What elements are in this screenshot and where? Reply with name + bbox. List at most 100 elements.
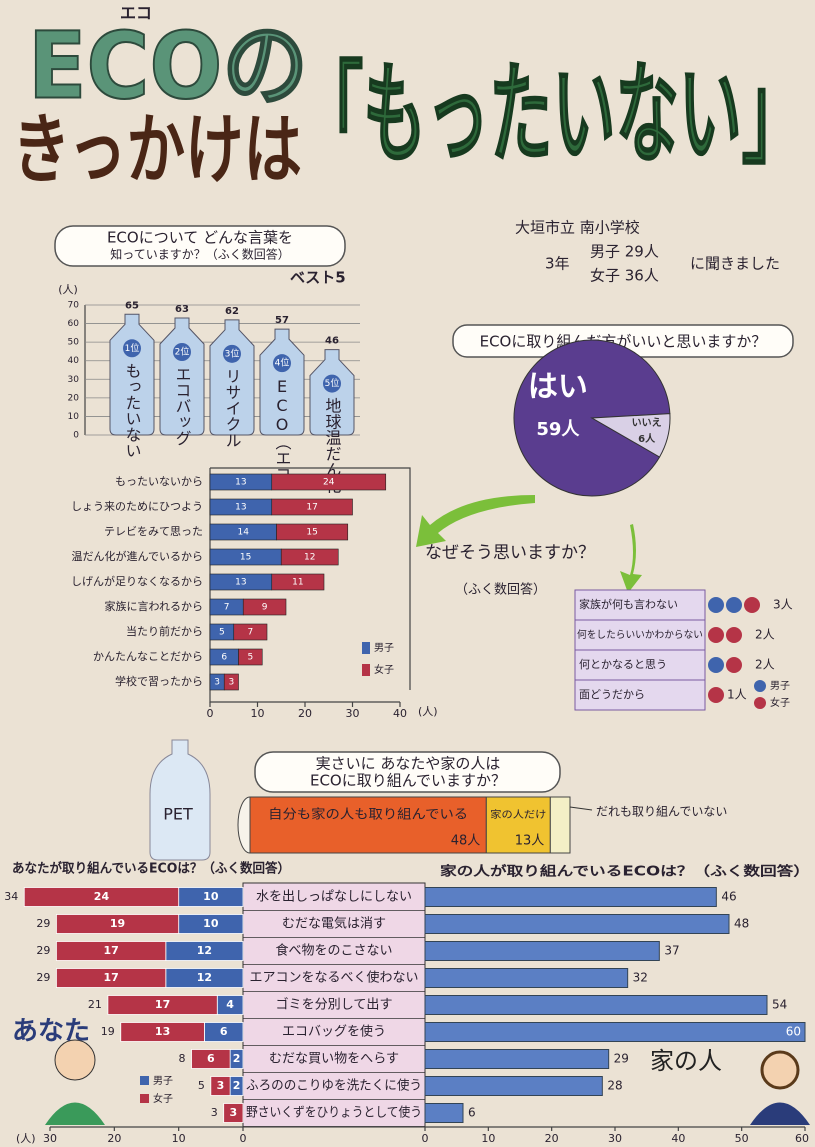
value-label: 17 xyxy=(155,998,170,1011)
x-tick-label: 40 xyxy=(671,1132,685,1145)
x-tick-label: 20 xyxy=(107,1132,121,1145)
category-label: 野さいくずをひりょうとして使う xyxy=(246,1105,422,1121)
value-label: 17 xyxy=(103,944,118,957)
value-label: 13 xyxy=(155,1025,170,1038)
legend-label: 男子 xyxy=(770,680,790,692)
bar xyxy=(424,1022,806,1042)
chart-subtitle: （ふく数回答） xyxy=(455,582,546,598)
value-label: 29 xyxy=(614,1052,629,1066)
value-label: 28 xyxy=(607,1079,622,1093)
title-line2: きっかけは xyxy=(12,105,302,194)
bar xyxy=(424,1049,610,1069)
boys: 男子 29人 xyxy=(590,243,659,261)
legend-face xyxy=(754,680,766,692)
face xyxy=(708,597,724,613)
school: 大垣市立 南小学校 xyxy=(515,219,640,237)
bottle-bar xyxy=(259,328,305,436)
chart-title: ECOについて どんな言葉を xyxy=(107,229,293,247)
x-tick-label: 0 xyxy=(207,707,214,720)
category-label: しょう来のためにひつよう xyxy=(71,500,203,513)
strip-segment xyxy=(249,796,487,854)
legend-label: 女子 xyxy=(374,663,394,676)
table-count: 1人 xyxy=(727,688,747,702)
value-label: 15 xyxy=(306,528,317,538)
table-label: 何をしたらいいかわからない xyxy=(577,628,703,641)
category-label: エコバッグを使う xyxy=(282,1024,386,1040)
x-tick-label: 0 xyxy=(240,1132,247,1145)
head xyxy=(760,1050,800,1090)
rank-badge xyxy=(273,354,291,373)
x-tick-label: 10 xyxy=(172,1132,186,1145)
bar-segment xyxy=(276,523,349,541)
total-label: 5 xyxy=(198,1079,205,1092)
body xyxy=(750,1102,810,1125)
x-axis-label: (人) xyxy=(418,705,438,718)
chart-title: なぜそう思いますか？ xyxy=(425,543,595,563)
category-label: 水を出しっぱなしにしない xyxy=(256,890,412,905)
table-count: 3人 xyxy=(773,598,793,612)
value-label: 2 xyxy=(233,1079,241,1092)
bar xyxy=(424,1103,464,1123)
title-keyword: 「もったいない」 xyxy=(300,50,805,178)
legend-label: 女子 xyxy=(153,1092,173,1105)
face xyxy=(708,657,724,673)
value-label: 2 xyxy=(233,1052,241,1065)
table-count: 2人 xyxy=(755,658,775,672)
total-label: 34 xyxy=(4,890,18,903)
category-label: だれも取り組んでいない xyxy=(596,805,727,819)
y-tick-label: 30 xyxy=(68,375,80,385)
bar-segment xyxy=(271,573,325,591)
total-label: 8 xyxy=(179,1052,186,1065)
value-label: 57 xyxy=(275,315,289,326)
value-label: 10 xyxy=(203,917,219,930)
x-tick-label: 10 xyxy=(481,1132,495,1145)
bar-segment xyxy=(56,914,180,934)
bar-segment xyxy=(280,548,339,566)
rank-badge xyxy=(223,344,241,363)
rank-badge xyxy=(323,374,341,393)
value-label: 12 xyxy=(304,553,315,563)
legend-swatch xyxy=(140,1076,149,1085)
y-tick-label: 10 xyxy=(68,412,80,422)
bar-segment xyxy=(223,673,239,691)
chart-title: 知っていますか？（ふく数回答） xyxy=(110,247,289,262)
rank-label: 5位 xyxy=(325,377,340,389)
reasons-table: 家族が何も言わない 何をしたらいいかわからない 何とかなると思う 面どうだから … xyxy=(574,589,793,711)
y-tick-label: 0 xyxy=(73,431,79,441)
category-label: 温だん化が進んでいるから xyxy=(72,549,203,563)
chart-title: ECOに取り組んだ方がいいと思いますか？ xyxy=(480,333,767,351)
bar xyxy=(424,995,768,1015)
leader xyxy=(569,806,593,811)
category-label: もったいない xyxy=(123,362,142,458)
category-label: しげんが足りなくなるから xyxy=(71,574,203,588)
badge: ベスト5 xyxy=(290,269,346,287)
value-label: 12 xyxy=(197,971,212,984)
strip-segment xyxy=(549,796,571,854)
bar-segment xyxy=(107,995,218,1015)
category-label: 食べ物をのこさない xyxy=(276,943,393,959)
category-label: ゴミを分別して出す xyxy=(276,997,393,1013)
panel-label: 家の人 xyxy=(650,1047,722,1075)
x-tick-label: 30 xyxy=(43,1132,57,1145)
face xyxy=(726,657,742,673)
strip-segment xyxy=(485,796,551,854)
y-tick-label: 60 xyxy=(68,319,80,329)
bar-segment xyxy=(191,1049,231,1069)
category-label: かんたんなことだから xyxy=(93,650,203,663)
x-axis-label: (人) xyxy=(16,1132,36,1145)
bar-segment xyxy=(271,498,353,516)
face xyxy=(708,627,724,643)
total-label: 3 xyxy=(211,1106,218,1119)
value-label: 3 xyxy=(214,678,220,688)
category-label: テレビをみて思った xyxy=(104,525,203,538)
x-tick-label: 30 xyxy=(608,1132,622,1145)
value-label: 48 xyxy=(734,917,749,931)
pet-shape xyxy=(149,739,211,861)
y-tick-label: 70 xyxy=(68,301,80,311)
head xyxy=(54,1039,96,1081)
value-label: 13 xyxy=(235,503,246,513)
value-label: 6 xyxy=(221,653,227,663)
value-label: 46 xyxy=(325,336,339,347)
face xyxy=(744,597,760,613)
